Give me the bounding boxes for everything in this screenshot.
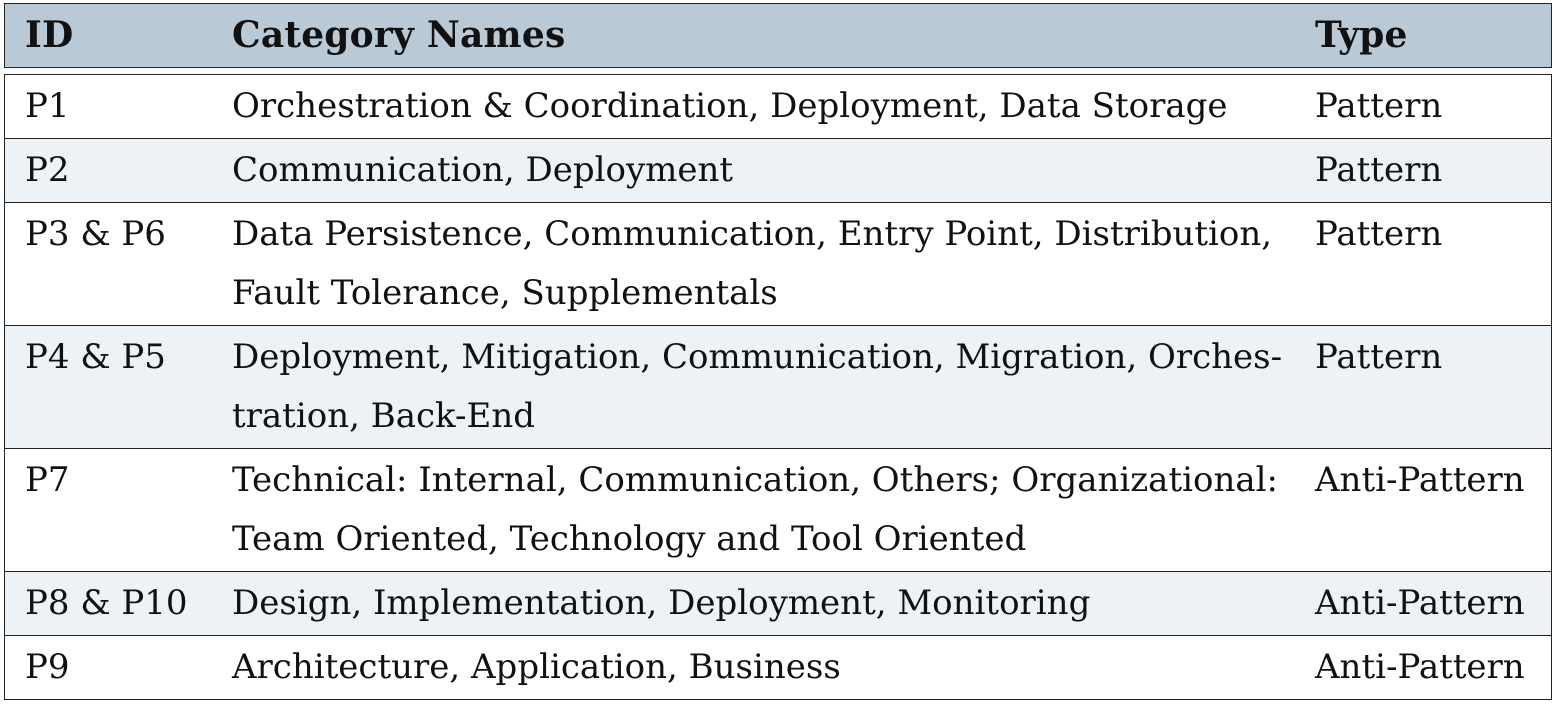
table-row: P3 & P6 Data Persistence, Communication, …	[5, 202, 1551, 325]
cell-type: Anti-Pattern	[1315, 460, 1525, 500]
table-row: P7 Technical: Internal, Communication, Ot…	[5, 448, 1551, 571]
category-line: Data Persistence, Communication, Entry P…	[232, 214, 1273, 254]
category-line: Architecture, Application, Business	[232, 647, 841, 687]
cell-id: P2	[25, 150, 70, 190]
category-line: Team Oriented, Technology and Tool Orien…	[232, 519, 1027, 559]
table-row: P4 & P5 Deployment, Mitigation, Communica…	[5, 325, 1551, 448]
category-table: ID Category Names Type P1 Orchestration &…	[4, 3, 1552, 700]
cell-type: Pattern	[1315, 337, 1443, 377]
cell-category-names: Data Persistence, Communication, Entry P…	[211, 205, 1295, 323]
table-row: P9 Architecture, Application, Business Ant…	[5, 635, 1551, 699]
cell-id: P1	[25, 86, 70, 126]
cell-category-names: Design, Implementation, Deployment, Moni…	[211, 574, 1295, 633]
cell-type: Anti-Pattern	[1315, 647, 1525, 687]
cell-type: Pattern	[1315, 214, 1443, 254]
cell-id: P7	[25, 460, 70, 500]
cell-category-names: Architecture, Application, Business	[211, 638, 1295, 697]
cell-type: Pattern	[1315, 150, 1443, 190]
cell-id: P3 & P6	[25, 214, 166, 254]
cell-id: P4 & P5	[25, 337, 166, 377]
header-category-names: Category Names	[232, 14, 566, 56]
table-body: P1 Orchestration & Coordination, Deployme…	[4, 74, 1552, 700]
category-line: Orchestration & Coordination, Deployment…	[232, 86, 1228, 126]
table-row: P1 Orchestration & Coordination, Deployme…	[5, 75, 1551, 138]
table-header: ID Category Names Type	[4, 3, 1552, 68]
category-line: tration, Back-End	[232, 396, 535, 436]
table-row: P8 & P10 Design, Implementation, Deployme…	[5, 571, 1551, 635]
category-line: Design, Implementation, Deployment, Moni…	[232, 583, 1091, 623]
cell-type: Pattern	[1315, 86, 1443, 126]
category-line: Fault Tolerance, Supplementals	[232, 273, 778, 313]
cell-id: P9	[25, 647, 70, 687]
cell-category-names: Deployment, Mitigation, Communication, M…	[211, 328, 1295, 446]
cell-id: P8 & P10	[25, 583, 188, 623]
category-line: Technical: Internal, Communication, Othe…	[232, 460, 1278, 500]
header-type: Type	[1315, 14, 1408, 56]
cell-category-names: Technical: Internal, Communication, Othe…	[211, 451, 1295, 569]
cell-category-names: Orchestration & Coordination, Deployment…	[211, 77, 1295, 136]
header-id: ID	[25, 14, 74, 56]
table-row: P2 Communication, Deployment Pattern	[5, 138, 1551, 202]
cell-category-names: Communication, Deployment	[211, 141, 1295, 200]
cell-type: Anti-Pattern	[1315, 583, 1525, 623]
category-line: Communication, Deployment	[232, 150, 734, 190]
category-line: Deployment, Mitigation, Communication, M…	[232, 337, 1283, 377]
